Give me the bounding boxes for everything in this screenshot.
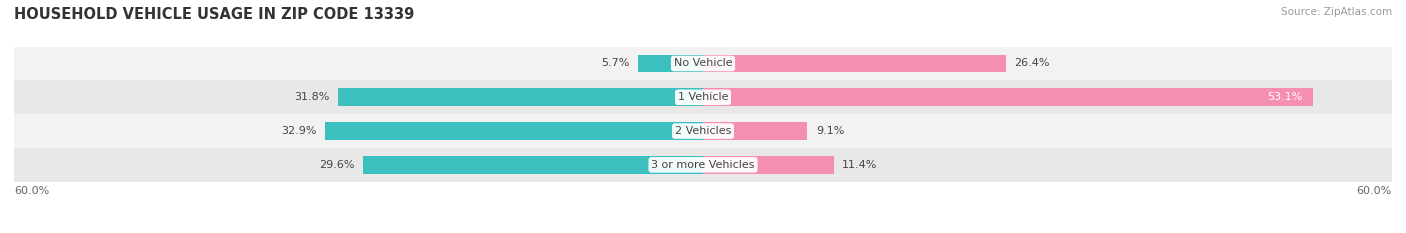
- Bar: [14, 114, 1392, 148]
- Text: Source: ZipAtlas.com: Source: ZipAtlas.com: [1281, 7, 1392, 17]
- Bar: [703, 89, 1313, 106]
- Text: 5.7%: 5.7%: [600, 58, 630, 69]
- Text: 3 or more Vehicles: 3 or more Vehicles: [651, 160, 755, 170]
- Text: No Vehicle: No Vehicle: [673, 58, 733, 69]
- Bar: [637, 55, 703, 72]
- Bar: [703, 122, 807, 140]
- Text: 26.4%: 26.4%: [1014, 58, 1050, 69]
- Text: 60.0%: 60.0%: [1357, 186, 1392, 196]
- Bar: [703, 55, 1007, 72]
- Text: 29.6%: 29.6%: [319, 160, 354, 170]
- Text: 53.1%: 53.1%: [1267, 92, 1302, 102]
- Bar: [325, 122, 703, 140]
- Text: HOUSEHOLD VEHICLE USAGE IN ZIP CODE 13339: HOUSEHOLD VEHICLE USAGE IN ZIP CODE 1333…: [14, 7, 415, 22]
- Bar: [14, 80, 1392, 114]
- Text: 2 Vehicles: 2 Vehicles: [675, 126, 731, 136]
- Bar: [337, 89, 703, 106]
- Legend: Owner-occupied, Renter-occupied: Owner-occupied, Renter-occupied: [585, 231, 821, 233]
- Text: 32.9%: 32.9%: [281, 126, 316, 136]
- Text: 9.1%: 9.1%: [815, 126, 844, 136]
- Text: 31.8%: 31.8%: [294, 92, 329, 102]
- Bar: [363, 156, 703, 174]
- Bar: [14, 47, 1392, 80]
- Bar: [14, 148, 1392, 182]
- Text: 1 Vehicle: 1 Vehicle: [678, 92, 728, 102]
- Bar: [703, 156, 834, 174]
- Text: 11.4%: 11.4%: [842, 160, 877, 170]
- Text: 60.0%: 60.0%: [14, 186, 49, 196]
